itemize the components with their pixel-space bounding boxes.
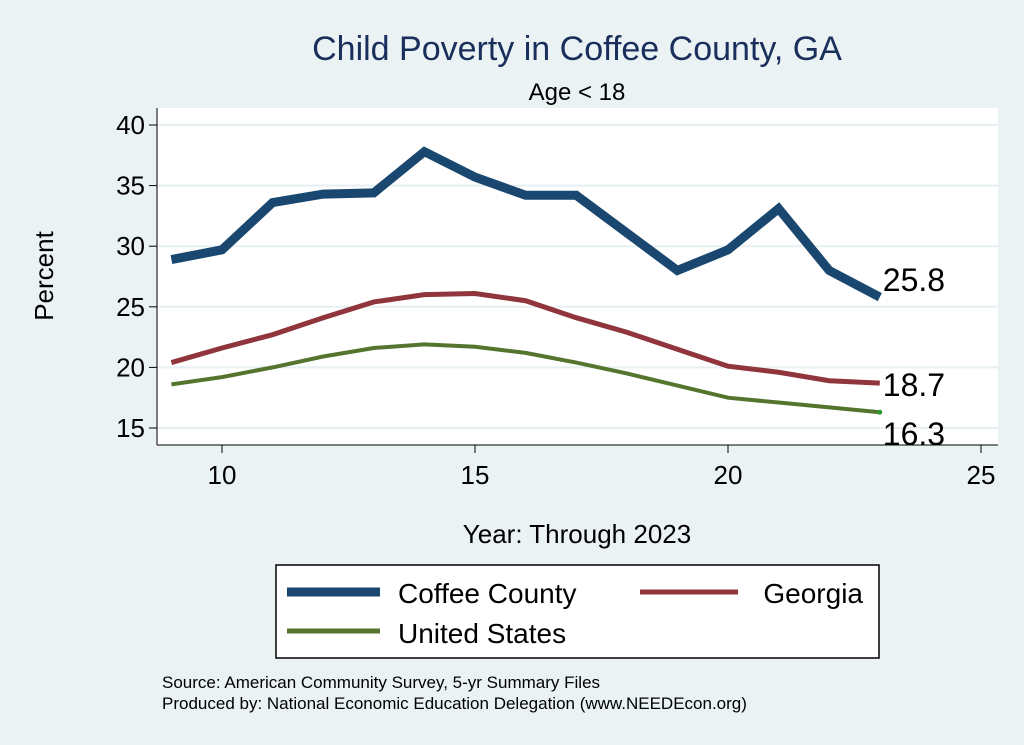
series-line-georgia (170, 290, 880, 386)
x-tick-label-10: 10 (208, 460, 237, 490)
y-tick-label-30: 30 (116, 231, 145, 261)
x-tick-label-20: 20 (714, 460, 743, 490)
legend-label-georgia: Georgia (763, 578, 863, 609)
x-tick-label-25: 25 (967, 460, 996, 490)
y-tick-label-35: 35 (116, 171, 145, 201)
x-axis-title: Year: Through 2023 (463, 519, 691, 549)
legend-box (275, 564, 880, 659)
series-line-united-states (171, 342, 880, 415)
y-tick-label-15: 15 (116, 413, 145, 443)
x-tick-label-15: 15 (461, 460, 490, 490)
y-axis-ticks: 15 20 25 30 35 40 (116, 110, 157, 443)
end-marker-united-states (877, 409, 883, 415)
chart-title: Child Poverty in Coffee County, GA (312, 30, 842, 68)
produced-by-note: Produced by: National Economic Education… (162, 694, 747, 713)
plot-area (157, 108, 998, 445)
y-tick-label-25: 25 (116, 292, 145, 322)
x-axis-ticks: 10 15 20 25 (208, 445, 996, 490)
legend: Coffee County Georgia United States (275, 564, 880, 659)
end-labels: 25.8 18.7 16.3 (883, 262, 945, 452)
series-lines (170, 146, 883, 415)
end-label-georgia: 18.7 (883, 367, 945, 403)
y-tick-label-20: 20 (116, 352, 145, 382)
legend-label-united-states: United States (398, 618, 566, 649)
gridlines (157, 124, 998, 429)
series-line-coffee-county (170, 146, 882, 302)
legend-label-coffee-county: Coffee County (398, 578, 577, 609)
chart-subtitle: Age < 18 (529, 79, 626, 106)
source-note: Source: American Community Survey, 5-yr … (162, 673, 600, 692)
y-axis-title: Percent (29, 230, 59, 320)
end-label-united-states: 16.3 (883, 416, 945, 452)
y-tick-label-40: 40 (116, 110, 145, 140)
end-label-coffee-county: 25.8 (883, 262, 945, 298)
